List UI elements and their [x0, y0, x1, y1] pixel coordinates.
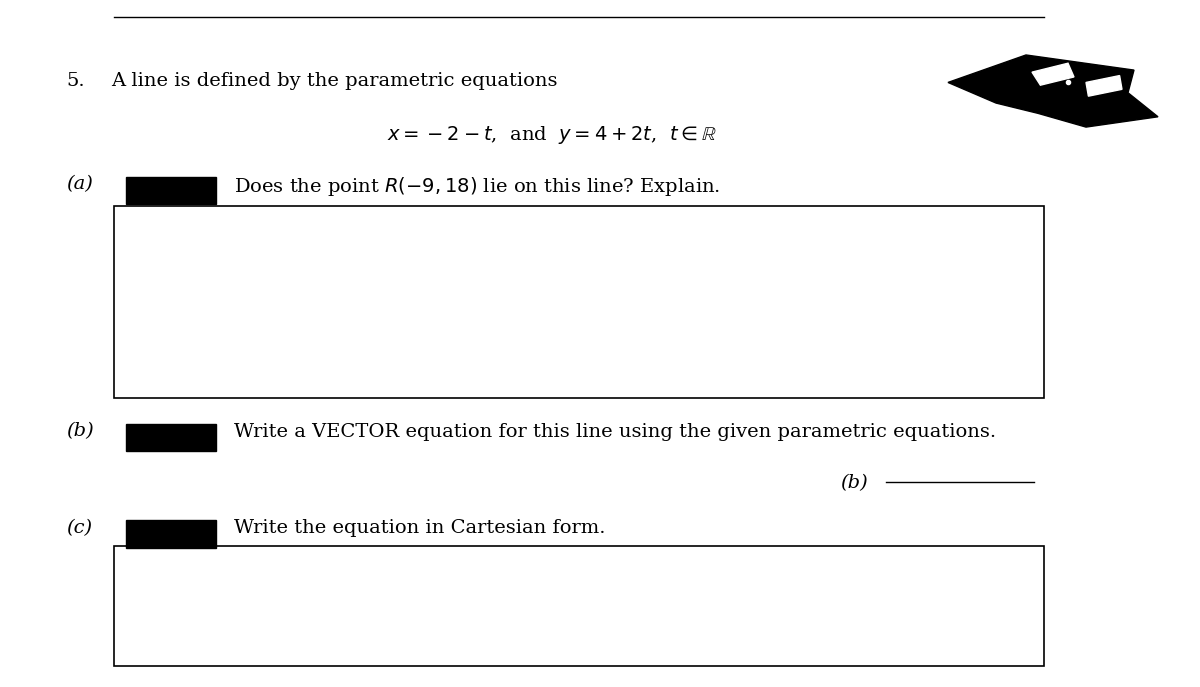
Text: (b): (b) — [840, 474, 868, 492]
Text: Write the equation in Cartesian form.: Write the equation in Cartesian form. — [234, 519, 606, 537]
Text: $x = -2 - t$,  and  $y = 4 + 2t$,  $t \in \mathbb{R}$: $x = -2 - t$, and $y = 4 + 2t$, $t \in \… — [388, 124, 716, 146]
Text: A line is defined by the parametric equations: A line is defined by the parametric equa… — [112, 72, 558, 90]
Text: (b): (b) — [66, 423, 94, 440]
Polygon shape — [948, 55, 1158, 127]
Bar — [126, 424, 216, 451]
Bar — [126, 520, 216, 548]
Text: (a): (a) — [66, 175, 92, 193]
Polygon shape — [1086, 76, 1122, 96]
Bar — [114, 206, 1044, 398]
Text: (c): (c) — [66, 519, 92, 537]
Polygon shape — [1032, 63, 1074, 85]
Text: 5.: 5. — [66, 72, 85, 90]
Bar — [114, 546, 1044, 666]
Text: Does the point $R(-9, 18)$ lie on this line? Explain.: Does the point $R(-9, 18)$ lie on this l… — [234, 175, 720, 198]
Text: Write a VECTOR equation for this line using the given parametric equations.: Write a VECTOR equation for this line us… — [234, 423, 996, 440]
Bar — [126, 177, 216, 204]
